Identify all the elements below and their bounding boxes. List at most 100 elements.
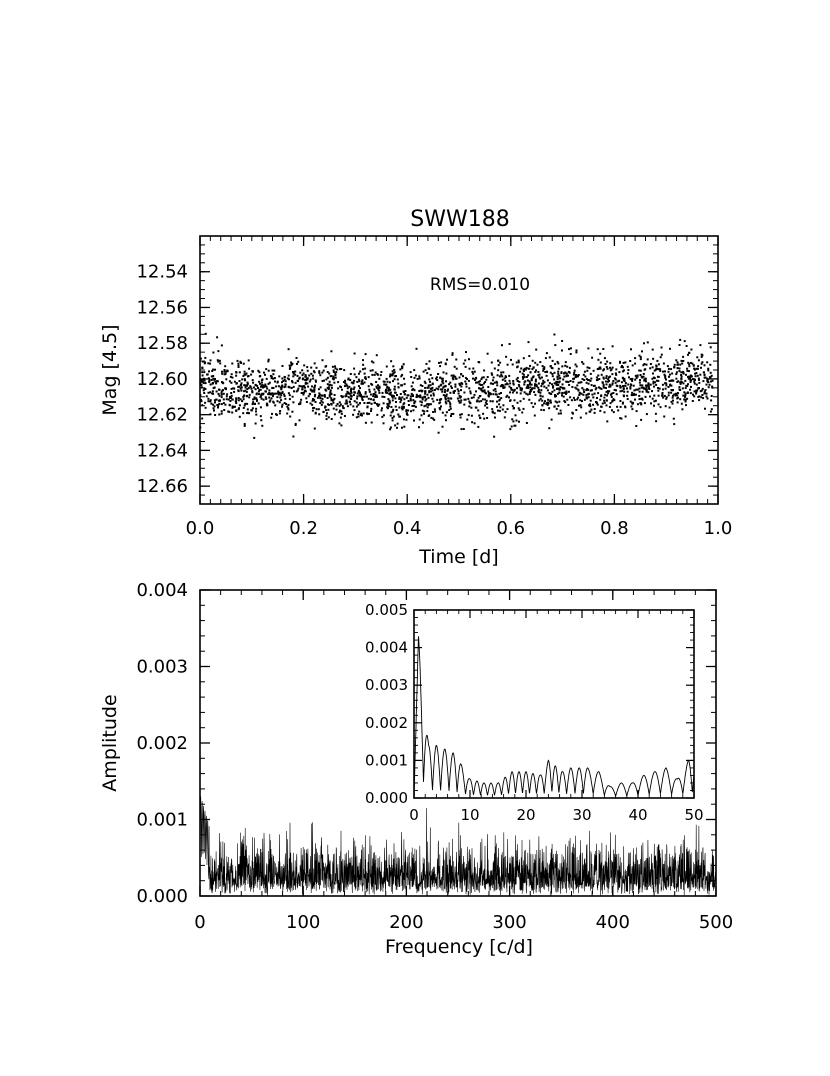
data-point: [257, 387, 259, 389]
data-point: [335, 408, 338, 411]
data-point: [323, 394, 326, 396]
data-point: [297, 380, 300, 383]
data-point: [464, 398, 467, 401]
data-point: [630, 384, 633, 387]
data-point: [678, 344, 681, 346]
data-point: [368, 390, 371, 393]
data-point: [255, 410, 257, 413]
x-tick-label: 0.8: [600, 518, 629, 539]
data-point: [308, 374, 311, 377]
data-point: [566, 365, 569, 368]
data-point: [558, 391, 561, 394]
inset-frame: [413, 609, 695, 799]
inset-x-tick-label: 40: [628, 806, 647, 824]
data-point: [554, 394, 556, 396]
data-point: [324, 405, 327, 408]
data-point: [684, 387, 687, 389]
data-point: [565, 390, 568, 393]
y-tick-label: 12.66: [136, 476, 188, 497]
data-point: [684, 379, 687, 382]
data-point: [421, 396, 424, 399]
data-point: [397, 382, 400, 385]
data-point: [626, 387, 628, 390]
data-point: [640, 386, 643, 389]
data-point: [435, 377, 437, 380]
data-point: [297, 360, 300, 363]
data-point: [447, 388, 450, 391]
data-point: [273, 369, 276, 372]
data-point: [367, 397, 370, 400]
data-point: [603, 386, 606, 389]
data-point: [318, 395, 320, 397]
data-point: [693, 395, 696, 398]
data-point: [458, 382, 461, 385]
data-point: [280, 399, 283, 402]
data-point: [210, 375, 213, 378]
data-point: [575, 349, 578, 352]
data-point: [217, 360, 220, 363]
data-point: [615, 373, 618, 376]
data-point: [653, 385, 655, 388]
data-point: [356, 392, 359, 395]
data-point: [467, 397, 470, 400]
data-point: [580, 392, 583, 395]
data-point: [459, 401, 462, 404]
data-point: [304, 382, 307, 385]
data-point: [631, 391, 634, 394]
data-point: [326, 376, 329, 379]
data-point: [236, 359, 239, 362]
data-point: [344, 379, 346, 382]
data-point: [448, 383, 451, 386]
data-point: [260, 384, 263, 387]
data-point: [209, 391, 212, 394]
data-point: [298, 376, 301, 379]
data-point: [659, 356, 662, 359]
data-point: [240, 384, 243, 387]
data-point: [256, 399, 258, 402]
data-point: [667, 394, 670, 397]
data-point: [710, 399, 713, 402]
data-point: [506, 383, 509, 386]
data-point: [456, 397, 459, 400]
data-point: [270, 397, 273, 400]
data-point: [631, 377, 634, 380]
data-point: [211, 370, 214, 372]
data-point: [549, 371, 552, 374]
data-point: [454, 385, 457, 388]
data-point: [465, 382, 468, 385]
data-point: [289, 415, 292, 418]
data-point: [505, 376, 507, 379]
data-point: [405, 412, 408, 415]
data-point: [693, 382, 696, 385]
data-point: [251, 370, 254, 373]
data-point: [568, 348, 570, 351]
data-point: [562, 387, 565, 390]
data-point: [638, 381, 641, 384]
data-point: [672, 399, 674, 402]
data-point: [593, 408, 596, 410]
data-point: [231, 362, 234, 365]
data-point: [383, 380, 386, 383]
data-point: [485, 399, 488, 402]
data-point: [225, 395, 228, 398]
data-point: [268, 391, 271, 394]
data-point: [653, 369, 656, 372]
data-point: [657, 387, 659, 389]
data-point: [460, 373, 463, 376]
data-point: [254, 422, 257, 425]
data-point: [709, 363, 712, 366]
data-point: [608, 383, 611, 386]
data-point: [445, 372, 448, 375]
data-point: [506, 408, 509, 411]
data-point: [298, 384, 301, 387]
data-point: [456, 388, 459, 391]
data-point: [606, 394, 608, 397]
data-point: [409, 397, 412, 400]
data-point: [334, 374, 337, 377]
data-point: [640, 397, 643, 400]
data-point: [564, 401, 567, 404]
data-point: [509, 382, 512, 385]
data-point: [502, 371, 505, 374]
data-point: [612, 392, 615, 394]
data-point: [680, 377, 683, 380]
